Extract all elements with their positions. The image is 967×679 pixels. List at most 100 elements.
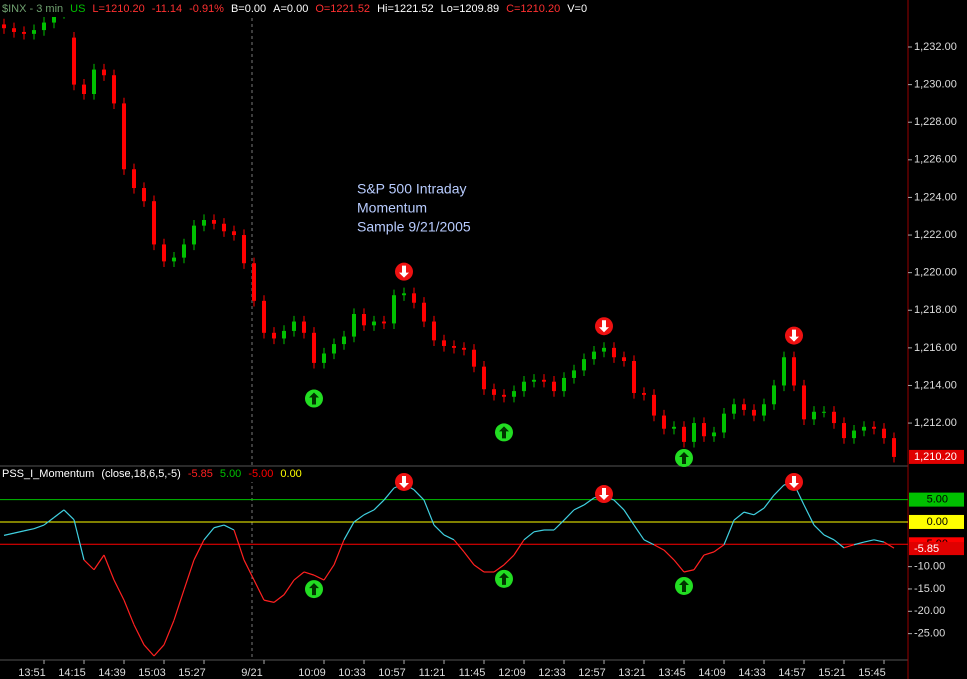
- indicator-segment: [53, 509, 65, 518]
- x-tick-label: 10:09: [298, 667, 326, 679]
- candle-body: [792, 357, 796, 386]
- candle-body: [322, 353, 326, 363]
- candle-body: [382, 321, 386, 324]
- candle-body: [862, 426, 866, 431]
- y-tick-label: 1,232.00: [914, 41, 957, 53]
- buy-signal: [495, 423, 513, 442]
- candle-body: [552, 381, 556, 392]
- candle-body: [412, 293, 416, 303]
- indicator-segment: [163, 620, 175, 646]
- candle-body: [692, 423, 696, 442]
- indicator-segment: [643, 539, 655, 546]
- candle-body: [402, 293, 406, 296]
- indicator-segment: [623, 509, 635, 526]
- indicator-segment: [23, 528, 35, 532]
- candle-body: [652, 394, 656, 416]
- header-item: L=1210.20: [92, 3, 144, 15]
- candle-body: [162, 244, 166, 262]
- indicator-segment: [553, 519, 565, 531]
- annotation: S&P 500 Intraday: [357, 181, 466, 197]
- indicator-segment: [103, 554, 115, 581]
- x-tick-label: 15:21: [818, 667, 846, 679]
- candle-body: [372, 321, 376, 326]
- header-item: 5.00: [220, 468, 241, 480]
- indicator-segment: [763, 494, 775, 509]
- candle-body: [562, 377, 566, 392]
- candle-body: [752, 409, 756, 416]
- x-tick-label: 13:21: [618, 667, 646, 679]
- indicator-segment: [243, 559, 255, 581]
- indicator-segment: [123, 599, 135, 625]
- sell-signal: [785, 472, 803, 491]
- header-item: Hi=1221.52: [377, 3, 434, 15]
- buy-signal: [675, 449, 693, 467]
- candle-body: [472, 349, 476, 367]
- indicator-segment: [473, 564, 485, 573]
- annotation: Momentum: [357, 200, 427, 216]
- indicator-segment: [233, 529, 245, 561]
- header-item: $INX - 3 min: [2, 3, 63, 15]
- level-box: [909, 492, 964, 507]
- candle-body: [522, 381, 526, 392]
- header-item: -5.85: [188, 468, 213, 480]
- header-item: A=0.00: [273, 3, 308, 15]
- candle-body: [672, 426, 676, 429]
- candle-body: [782, 357, 786, 386]
- x-tick-label: 12:33: [538, 667, 566, 679]
- candle-body: [572, 370, 576, 378]
- candle-body: [842, 423, 846, 439]
- y-tick-label: 1,220.00: [914, 267, 957, 279]
- indicator-segment: [663, 549, 675, 561]
- candle-body: [262, 300, 266, 333]
- level-box-label: 5.00: [927, 494, 948, 506]
- indicator-segment: [253, 579, 265, 601]
- candle-body: [452, 345, 456, 348]
- indicator-segment: [443, 534, 455, 541]
- header-item: US: [70, 3, 85, 15]
- x-tick-label: 15:27: [178, 667, 206, 679]
- x-tick-label: 9/21: [241, 667, 262, 679]
- header-item: B=0.00: [231, 3, 266, 15]
- indicator-segment: [513, 539, 525, 556]
- signal-arrow: [789, 329, 799, 342]
- y-tick-label: -10.00: [914, 561, 945, 573]
- candle-body: [432, 321, 436, 341]
- indicator-header-bg: [0, 467, 300, 482]
- header-item: O=1221.52: [315, 3, 370, 15]
- sell-signal: [595, 485, 613, 504]
- header-item: -11.14: [152, 3, 182, 15]
- indicator-segment: [753, 507, 765, 516]
- indicator-segment: [743, 511, 755, 516]
- candle-body: [392, 295, 396, 324]
- indicator-segment: [283, 579, 295, 596]
- x-tick-label: 14:15: [58, 667, 86, 679]
- indicator-segment: [63, 509, 75, 521]
- candle-body: [342, 336, 346, 345]
- signal-arrow: [309, 392, 319, 405]
- candle-body: [762, 404, 766, 416]
- candle-body: [592, 351, 596, 360]
- candle-body: [102, 69, 106, 76]
- sell-signal: [395, 472, 413, 491]
- candle-body: [712, 432, 716, 437]
- indicator-segment: [533, 529, 545, 533]
- indicator-segment: [343, 521, 355, 541]
- candle-body: [242, 235, 246, 264]
- x-tick-label: 12:09: [498, 667, 526, 679]
- buy-signal: [305, 389, 323, 408]
- indicator-segment: [563, 509, 575, 521]
- candle-body: [742, 404, 746, 410]
- indicator-segment: [383, 487, 395, 501]
- candle-body: [702, 423, 706, 437]
- buy-signal: [675, 576, 693, 595]
- candle-body: [132, 169, 136, 189]
- candle-body: [462, 347, 466, 350]
- candle-body: [582, 359, 586, 371]
- indicator-segment: [433, 524, 445, 536]
- header-item: V=0: [567, 3, 587, 15]
- candle-body: [492, 389, 496, 395]
- indicator-segment: [503, 554, 515, 566]
- candle-body: [622, 357, 626, 362]
- x-tick-label: 13:51: [18, 667, 46, 679]
- y-tick-label: 1,226.00: [914, 154, 957, 166]
